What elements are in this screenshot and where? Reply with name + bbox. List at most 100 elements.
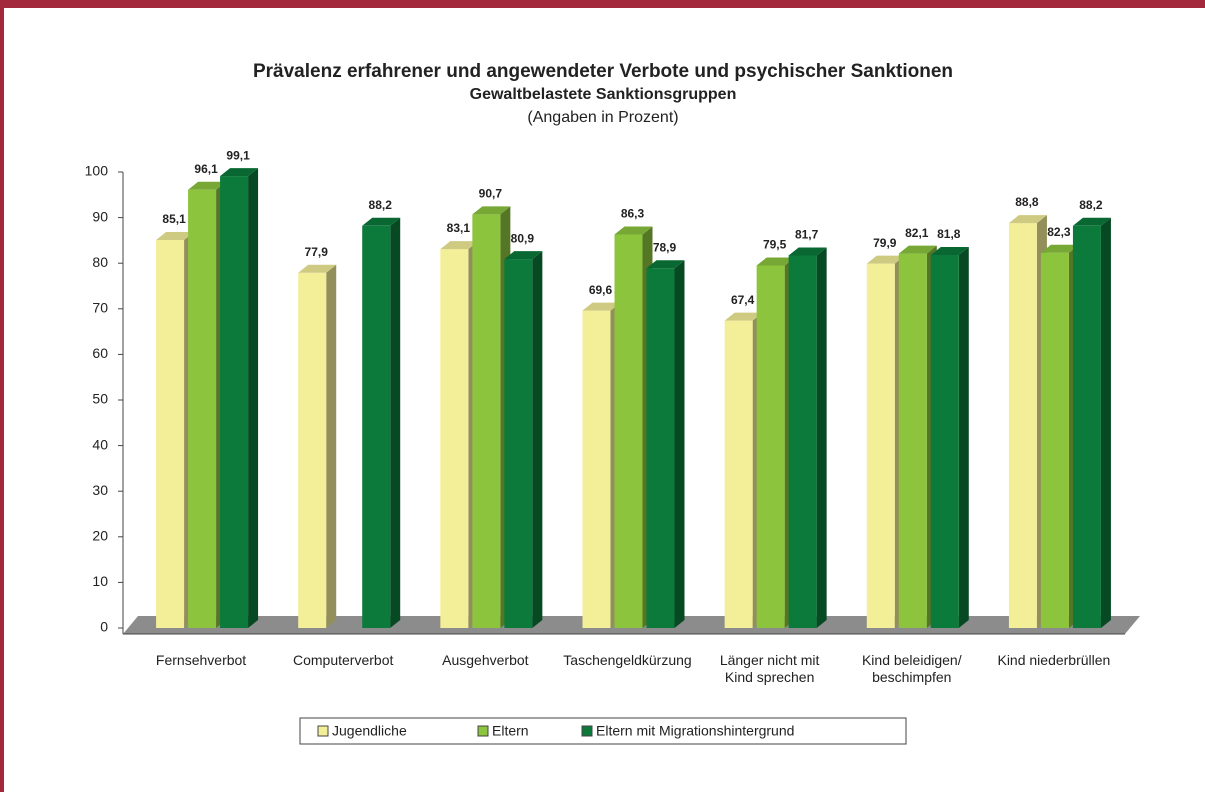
bar-front — [1072, 225, 1101, 629]
top-border — [0, 0, 1205, 8]
bar-front — [724, 320, 753, 628]
bar-side — [248, 168, 259, 628]
legend-label: Jugendliche — [332, 723, 407, 739]
x-tick-label: Fernsehverbot — [155, 652, 247, 668]
x-tick-label: Kind beleidigen/ beschimpfen — [861, 652, 962, 685]
bar-top — [504, 251, 543, 260]
bar-front — [156, 239, 185, 628]
x-tick-label: Computerverbot — [293, 652, 394, 668]
legend-label: Eltern — [492, 723, 529, 739]
bar-front — [362, 225, 391, 629]
bar-side — [1100, 217, 1111, 629]
value-label: 77,9 — [305, 245, 329, 259]
bar-front — [898, 253, 927, 628]
left-border — [0, 0, 4, 792]
y-tick-label: 10 — [92, 573, 108, 589]
bar — [788, 247, 827, 628]
bar-top — [930, 246, 969, 255]
bar-top — [646, 260, 685, 269]
value-label: 79,5 — [763, 238, 787, 252]
y-tick-label: 40 — [92, 436, 108, 452]
x-tick-label: Länger nicht mit Kind sprechen — [719, 652, 820, 685]
legend-box — [299, 717, 907, 745]
bar-front — [788, 255, 817, 628]
value-label: 80,9 — [511, 231, 535, 245]
bar — [298, 264, 337, 628]
value-label: 69,6 — [589, 283, 613, 297]
chart-note: (Angaben in Prozent) — [527, 109, 678, 126]
value-label: 78,9 — [653, 240, 677, 254]
y-tick-label: 100 — [85, 163, 109, 179]
value-label: 81,8 — [937, 227, 961, 241]
value-label: 83,1 — [447, 221, 471, 235]
bar-top — [582, 302, 621, 311]
bar — [930, 246, 969, 628]
bar — [440, 241, 479, 628]
y-tick-label: 60 — [92, 345, 108, 361]
chart-subtitle: Gewaltbelastete Sanktionsgruppen — [470, 86, 737, 103]
value-label: 88,2 — [369, 198, 393, 212]
bar-side — [958, 246, 969, 628]
y-tick-label: 70 — [92, 300, 108, 316]
bar-front — [646, 268, 675, 628]
y-tick-label: 50 — [92, 391, 108, 407]
bar-top — [866, 255, 905, 264]
legend-swatch — [477, 725, 489, 737]
value-label: 88,2 — [1079, 198, 1103, 212]
bar-top — [298, 264, 337, 273]
legend-label: Eltern mit Migrationshintergrund — [596, 723, 794, 739]
bar-front — [756, 265, 785, 628]
bar-top — [724, 312, 763, 321]
bar-top — [472, 206, 511, 215]
bar-front — [1008, 223, 1037, 628]
value-label: 99,1 — [226, 148, 250, 162]
bar-top — [156, 231, 195, 240]
value-label: 86,3 — [621, 207, 645, 221]
bar-top — [898, 245, 937, 254]
y-tick-label: 20 — [92, 528, 108, 544]
bar-top — [1072, 217, 1111, 226]
bar-front — [614, 234, 643, 629]
bar-side — [390, 217, 401, 629]
value-label: 96,1 — [194, 162, 218, 176]
bar-front — [866, 263, 895, 628]
bar-front — [1040, 252, 1069, 628]
bar-front — [298, 272, 327, 628]
bar-top — [440, 241, 479, 250]
legend-swatch — [581, 725, 593, 737]
bar-top — [220, 168, 259, 177]
value-label: 81,7 — [795, 228, 819, 242]
x-tick-label: Kind niederbrüllen — [997, 652, 1111, 668]
bar — [1072, 217, 1111, 629]
value-label: 67,4 — [731, 293, 755, 307]
y-tick-label: 30 — [92, 482, 108, 498]
bar-front — [504, 259, 533, 628]
chart-title: Prävalenz erfahrener und angewendeter Ve… — [253, 61, 953, 82]
bar-top — [188, 181, 227, 190]
value-label: 85,1 — [162, 212, 186, 226]
value-label: 82,1 — [905, 226, 929, 240]
bar-side — [532, 251, 543, 628]
bar-top — [788, 247, 827, 256]
x-tick-label: Taschengeldkürzung — [563, 652, 692, 668]
bar-side — [326, 264, 337, 628]
bar-front — [930, 254, 959, 628]
bar — [646, 260, 685, 628]
bar — [220, 168, 259, 628]
legend-swatch — [317, 725, 329, 737]
bar-side — [816, 247, 827, 628]
bar-top — [756, 257, 795, 266]
bar-top — [362, 217, 401, 226]
bar-top — [614, 226, 653, 235]
bar-side — [674, 260, 685, 628]
bar-front — [220, 176, 249, 628]
bar-top — [1040, 244, 1079, 253]
bar-front — [472, 214, 501, 628]
y-tick-label: 90 — [92, 208, 108, 224]
bar-top — [1008, 215, 1047, 224]
bar — [504, 251, 543, 628]
bar-front — [188, 189, 217, 628]
y-tick-label: 80 — [92, 254, 108, 270]
